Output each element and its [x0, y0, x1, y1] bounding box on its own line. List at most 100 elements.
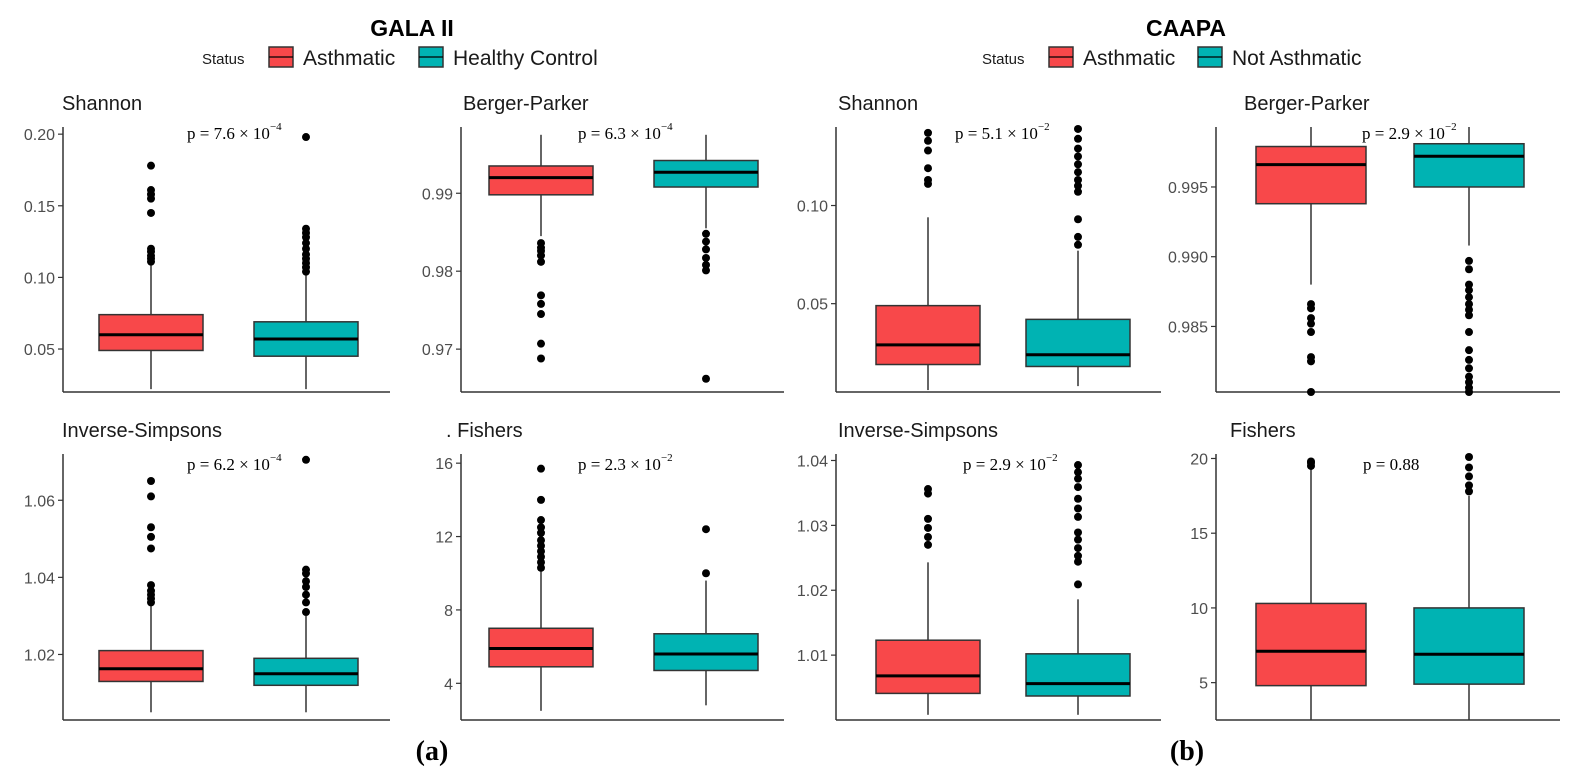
y-tick-label: 1.03	[797, 518, 828, 535]
outlier-point	[1074, 240, 1082, 249]
outlier-point	[924, 146, 932, 155]
box-iqr	[653, 159, 759, 188]
outlier-point	[537, 523, 545, 532]
outlier-point	[537, 558, 545, 567]
panel-caapa-inverse-simpsons: Inverse-Simpsons 1.01 1.02 1.03 1.04 p = 2.9 …	[797, 420, 1161, 721]
outlier-point	[1074, 215, 1082, 224]
p-value-label: p = 5.1 × 10−2	[955, 121, 1050, 143]
box-asthmatic	[98, 476, 204, 713]
outlier-point	[1074, 134, 1082, 143]
box-asthmatic	[488, 464, 594, 711]
outlier-point	[924, 485, 932, 494]
outlier-point	[1074, 187, 1082, 196]
outlier-point	[1074, 535, 1082, 544]
outlier-point	[702, 229, 710, 238]
sub-label-b: (b)	[1170, 736, 1204, 767]
outlier-point	[702, 569, 710, 578]
outlier-point	[302, 455, 310, 464]
panel-gala-shannon: Shannon 0.05 0.10 0.15 0.20 p = 7.6 × 10−4	[24, 93, 390, 393]
legend-gala: Status Asthmatic Healthy Control	[202, 46, 598, 70]
outlier-point	[924, 128, 932, 137]
outlier-point	[924, 533, 932, 542]
y-tick-label: 1.01	[797, 648, 828, 665]
box-comparison	[253, 133, 359, 390]
panel-caapa-fishers: Fishers 5 10 15 20 p = 0.88	[1190, 420, 1560, 721]
box-comparison	[1025, 124, 1131, 387]
legend-title: Status	[982, 51, 1025, 68]
box-iqr	[1025, 653, 1131, 697]
outlier-point	[537, 563, 545, 572]
outlier-point	[302, 565, 310, 574]
box-iqr	[1413, 142, 1525, 188]
outlier-point	[1465, 463, 1473, 472]
outlier-point	[147, 532, 155, 541]
box-asthmatic	[488, 134, 594, 363]
box-iqr	[253, 657, 359, 687]
outlier-point	[1465, 481, 1473, 490]
box-comparison	[1413, 452, 1525, 720]
p-value-label: p = 2.9 × 10−2	[1362, 121, 1457, 143]
box-iqr	[653, 633, 759, 672]
outlier-point	[1074, 461, 1082, 470]
outlier-point	[702, 245, 710, 254]
box-asthmatic	[1255, 457, 1367, 720]
p-value-exponent: −2	[1445, 121, 1457, 133]
y-tick-label: 12	[435, 530, 453, 547]
box-iqr	[1255, 145, 1367, 205]
box-asthmatic	[875, 485, 981, 715]
p-value-exponent: −2	[661, 452, 673, 464]
sub-label-a: (a)	[416, 736, 449, 767]
outlier-point	[302, 224, 310, 233]
outlier-point	[1074, 528, 1082, 537]
outlier-point	[702, 374, 710, 383]
p-value-exponent: −4	[270, 452, 282, 464]
outlier-point	[147, 244, 155, 253]
legend-key-asthmatic	[268, 46, 294, 68]
box-asthmatic	[1255, 127, 1367, 396]
p-value-exponent: −2	[1038, 121, 1050, 133]
legend-key-healthy-control	[418, 46, 444, 68]
outlier-point	[1465, 372, 1473, 381]
outlier-point	[924, 164, 932, 173]
outlier-point	[147, 492, 155, 501]
outlier-point	[1465, 280, 1473, 289]
outlier-point	[147, 586, 155, 595]
outlier-point	[702, 253, 710, 262]
box-comparison	[653, 525, 759, 706]
outlier-point	[1074, 474, 1082, 483]
panel-title: Shannon	[62, 93, 142, 115]
p-value-label: p = 2.9 × 10−2	[963, 452, 1058, 474]
outlier-point	[1465, 346, 1473, 355]
outlier-point	[1307, 314, 1315, 323]
outlier-point	[537, 339, 545, 348]
y-tick-label: 0.10	[24, 270, 55, 287]
outlier-point	[1074, 152, 1082, 161]
box-asthmatic	[875, 128, 981, 391]
outlier-point	[1074, 160, 1082, 169]
outlier-point	[1307, 304, 1315, 313]
panel-title: Berger-Parker	[1244, 93, 1370, 115]
y-tick-label: 0.20	[24, 127, 55, 144]
outlier-point	[537, 528, 545, 537]
legend-key-not-asthmatic	[1197, 46, 1223, 68]
outlier-point	[147, 208, 155, 217]
outlier-point	[1074, 181, 1082, 190]
outlier-point	[302, 239, 310, 248]
panel-title: Shannon	[838, 93, 918, 115]
box-comparison	[253, 455, 359, 713]
outlier-point	[1074, 124, 1082, 133]
outlier-point	[1074, 544, 1082, 553]
box-comparison	[1413, 127, 1525, 396]
outlier-point	[302, 590, 310, 599]
outlier-point	[1307, 319, 1315, 328]
outlier-point	[1465, 293, 1473, 302]
legend-label-not-asthmatic: Not Asthmatic	[1232, 47, 1362, 70]
box-asthmatic	[98, 161, 204, 390]
outlier-point	[537, 299, 545, 308]
legend-title: Status	[202, 51, 245, 68]
box-iqr	[1413, 607, 1525, 685]
outlier-point	[1465, 452, 1473, 461]
outlier-point	[1465, 472, 1473, 481]
outlier-point	[924, 176, 932, 184]
